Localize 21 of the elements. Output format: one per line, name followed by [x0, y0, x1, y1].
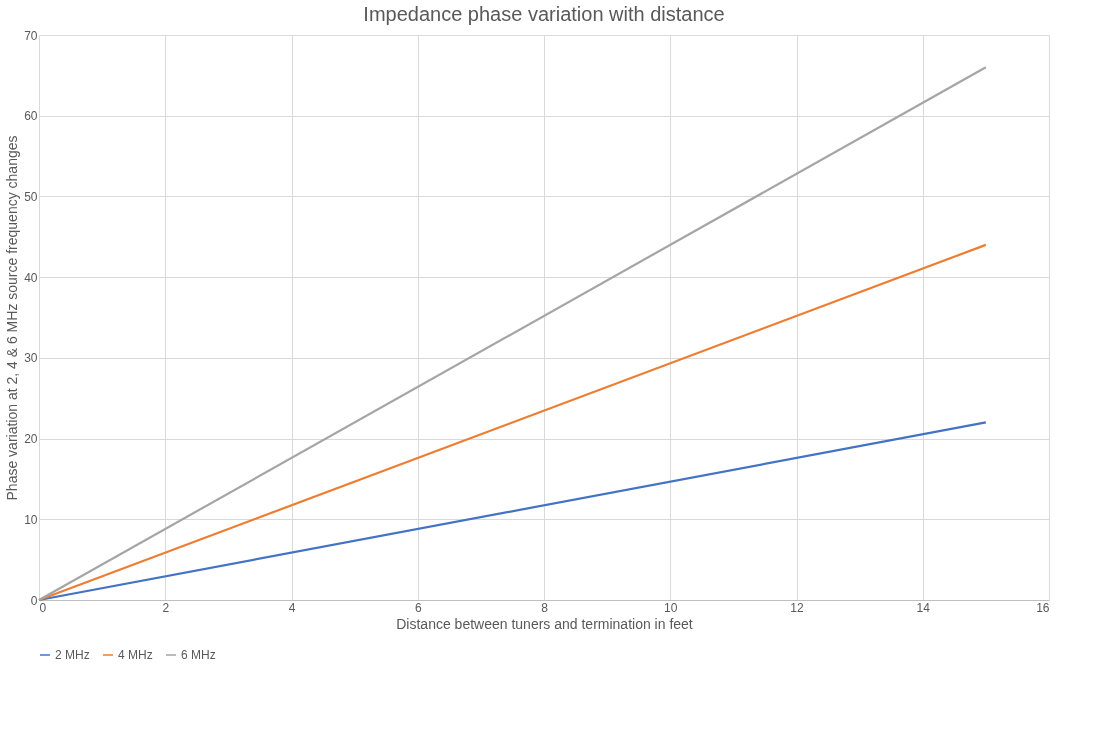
- x-tick-label: 8: [541, 600, 549, 615]
- x-axis-title: Distance between tuners and termination in feet: [396, 615, 693, 632]
- x-tick-label: 6: [414, 600, 422, 615]
- legend-label: 2 MHz: [55, 648, 90, 662]
- y-tick-label: 40: [24, 270, 38, 285]
- x-tick-label: 16: [1036, 600, 1050, 615]
- legend-label: 6 MHz: [181, 648, 216, 662]
- y-tick-label: 50: [24, 189, 38, 204]
- x-tick-label: 12: [790, 600, 804, 615]
- x-tick-label: 10: [664, 600, 678, 615]
- y-axis-title: Phase variation at 2, 4 & 6 MHz source frequency changes: [4, 135, 21, 501]
- y-tick-label: 10: [24, 512, 38, 527]
- y-tick-label: 70: [24, 28, 38, 43]
- x-tick-label: 14: [916, 600, 931, 615]
- y-tick-label: 60: [24, 109, 38, 124]
- legend-label: 4 MHz: [118, 648, 153, 662]
- x-tick-label: 2: [162, 600, 170, 615]
- y-tick-label: 20: [24, 432, 38, 447]
- chart-title: Impedance phase variation with distance: [363, 3, 725, 25]
- x-tick-label: 4: [288, 600, 296, 615]
- y-tick-label: 30: [24, 351, 38, 366]
